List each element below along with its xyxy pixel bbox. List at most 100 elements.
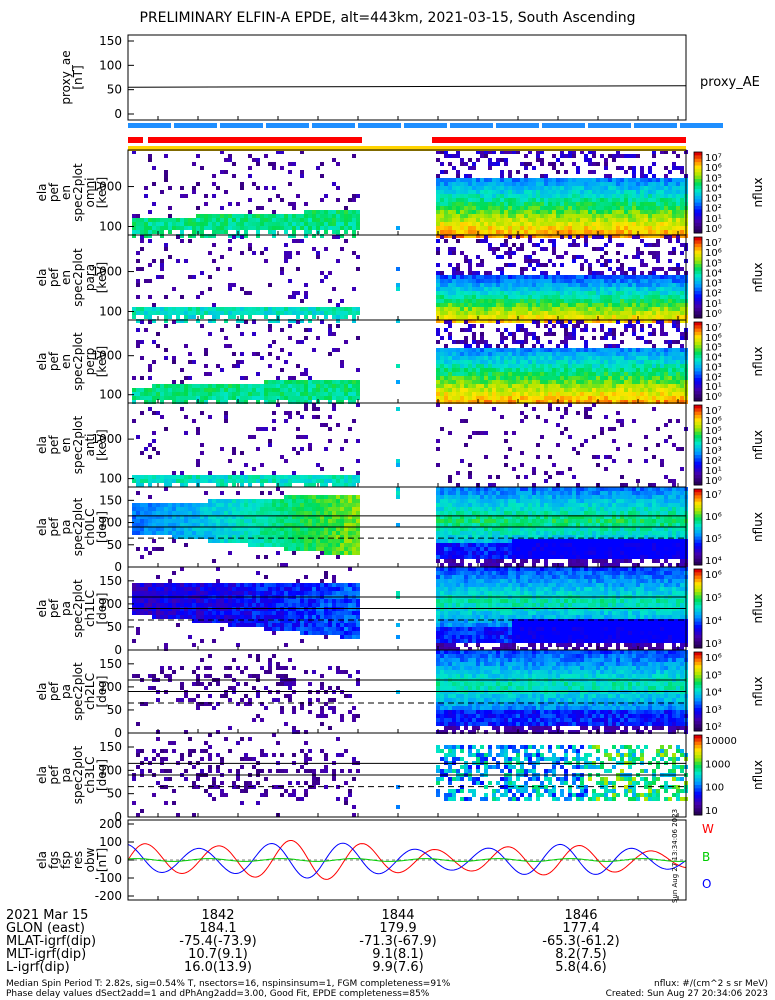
heatmap-cell [436, 150, 440, 154]
heatmap-cell [528, 307, 532, 311]
heatmap-cell [648, 364, 652, 368]
heatmap-cell [648, 210, 652, 214]
heatmap-cell [152, 479, 156, 483]
heatmap-cell [220, 479, 224, 483]
heatmap-cell [468, 372, 472, 376]
heatmap-cell [540, 162, 544, 166]
heatmap-cell [536, 299, 540, 303]
heatmap-cell [608, 259, 612, 263]
heatmap-cell [480, 388, 484, 392]
heatmap-cell [624, 356, 628, 360]
heatmap-cell [448, 291, 452, 295]
heatmap-cell [204, 352, 208, 356]
heatmap-cell [504, 384, 508, 388]
heatmap-cell [196, 396, 200, 400]
heatmap-cell [436, 226, 440, 230]
heatmap-cell [436, 303, 440, 307]
heatmap-cell [648, 376, 652, 380]
heatmap-cell [204, 479, 208, 483]
heatmap-cell [648, 324, 652, 328]
heatmap-cell [676, 263, 680, 267]
heatmap-cell [328, 299, 332, 303]
heatmap-cell [456, 372, 460, 376]
heatmap-cell [652, 376, 656, 380]
heatmap-cell [552, 166, 556, 170]
heatmap-cell [224, 415, 228, 419]
heatmap-cell [448, 431, 452, 435]
heatmap-cell [668, 230, 672, 234]
heatmap-cell [572, 400, 576, 404]
heatmap-cell [600, 202, 604, 206]
heatmap-cell [512, 214, 516, 218]
heatmap-cell [620, 279, 624, 283]
heatmap-cell [476, 392, 480, 396]
heatmap-cell [464, 419, 468, 423]
heatmap-cell [672, 356, 676, 360]
heatmap-cell [204, 202, 208, 206]
heatmap-cell [524, 384, 528, 388]
heatmap-cell [584, 299, 588, 303]
heatmap-cell [560, 348, 564, 352]
heatmap-cell [600, 235, 604, 239]
heatmap-cell [444, 360, 448, 364]
heatmap-cell [660, 214, 664, 218]
heatmap-cell [340, 299, 344, 303]
heatmap-cell [456, 279, 460, 283]
heatmap-cell [480, 360, 484, 364]
heatmap-cell [636, 396, 640, 400]
heatmap-cell [640, 190, 644, 194]
heatmap-cell [572, 364, 576, 368]
heatmap-cell [516, 182, 520, 186]
heatmap-cell [508, 283, 512, 287]
heatmap-cell [536, 315, 540, 319]
heatmap-cell [244, 499, 248, 503]
heatmap-cell [204, 388, 208, 392]
heatmap-cell [264, 396, 268, 400]
heatmap-cell [136, 491, 140, 495]
heatmap-cell [580, 352, 584, 356]
heatmap-cell [284, 539, 288, 543]
heatmap-cell [224, 170, 228, 174]
heatmap-cell [448, 214, 452, 218]
heatmap-cell [232, 527, 236, 531]
heatmap-cell [228, 202, 232, 206]
heatmap-cell [572, 332, 576, 336]
heatmap-cell [284, 222, 288, 226]
heatmap-cell [244, 507, 248, 511]
heatmap-cell [196, 535, 200, 539]
heatmap-cell [220, 503, 224, 507]
heatmap-cell [612, 332, 616, 336]
heatmap-cell [492, 182, 496, 186]
heatmap-cell [228, 523, 232, 527]
heatmap-cell [188, 519, 192, 523]
heatmap-cell [588, 283, 592, 287]
heatmap-cell [220, 226, 224, 230]
heatmap-cell [264, 186, 268, 190]
heatmap-cell [496, 320, 500, 324]
heatmap-cell [212, 243, 216, 247]
heatmap-cell [260, 499, 264, 503]
heatmap-cell [172, 539, 176, 543]
heatmap-cell [632, 230, 636, 234]
heatmap-cell [280, 166, 284, 170]
heatmap-cell [232, 519, 236, 523]
heatmap-cell [156, 475, 160, 479]
heatmap-cell [636, 392, 640, 396]
heatmap-cell [316, 463, 320, 467]
heatmap-cell [324, 230, 328, 234]
heatmap-cell [600, 328, 604, 332]
heatmap-cell [308, 483, 312, 487]
heatmap-cell [588, 352, 592, 356]
heatmap-cell [288, 295, 292, 299]
heatmap-cell [328, 210, 332, 214]
heatmap-cell [152, 166, 156, 170]
heatmap-cell [572, 259, 576, 263]
heatmap-cell [292, 515, 296, 519]
heatmap-cell [148, 475, 152, 479]
heatmap-cell [548, 190, 552, 194]
heatmap-cell [628, 222, 632, 226]
heatmap-cell [644, 283, 648, 287]
heatmap-cell [504, 439, 508, 443]
heatmap-cell [344, 392, 348, 396]
heatmap-cell [140, 479, 144, 483]
